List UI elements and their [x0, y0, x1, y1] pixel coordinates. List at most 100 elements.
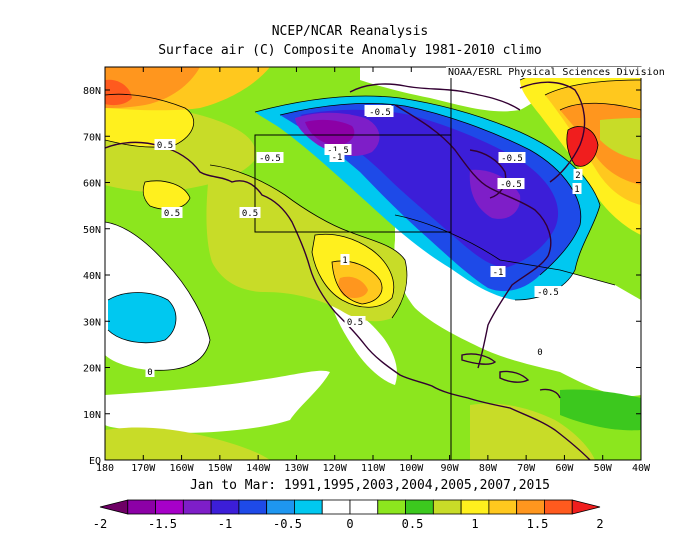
contour-label-bg [535, 346, 545, 357]
lat-tick-label: EQ [89, 456, 101, 467]
sector-boxes [254, 67, 452, 460]
colorbar-swatch [238, 499, 268, 515]
colorbar-swatch [516, 499, 545, 515]
contour-label: -1 [332, 153, 343, 163]
contour-label-bg [145, 366, 155, 377]
colorbar-swatch [182, 499, 212, 515]
colorbar-swatch [571, 499, 601, 515]
lon-tick-label: 90W [441, 463, 460, 474]
contour-label-bg [256, 152, 284, 163]
warm-region-orange-west [338, 276, 368, 298]
colorbar-swatch [460, 499, 490, 515]
lat-tick-label: 10N [83, 410, 101, 421]
warm-region-arctic-redorange [105, 79, 132, 106]
colorbar-swatch [349, 499, 379, 515]
contour-label-bg [573, 169, 583, 180]
lon-tick-label: 70W [517, 463, 536, 474]
colorbar-swatch [405, 499, 434, 515]
colorbar-swatch [127, 499, 156, 515]
cold-region-light-blue-pacific [108, 292, 176, 343]
contour-label-bg [161, 207, 183, 218]
contour-label: 0.5 [164, 209, 180, 219]
lon-tick-label: 50W [594, 463, 613, 474]
contour-lines [105, 67, 641, 371]
contour-label: 0 [537, 348, 542, 358]
lat-tick-label: 60N [83, 179, 101, 190]
contour-label-bg [340, 254, 350, 265]
map-title: NCEP/NCAR Reanalysis [271, 24, 429, 39]
contour-label: -0.5 [500, 180, 522, 190]
colorbar-swatch [294, 499, 323, 515]
contour-label: -0.5 [259, 154, 281, 164]
warm-region-sa-yellowgreen [470, 403, 595, 460]
contour-label-bg [324, 144, 352, 155]
contour-label: -1 [493, 268, 504, 278]
longitude-axis: 180 170W 160W 150W 140W 130W 120W 110W 100W 90W 80… [96, 67, 651, 474]
cold-region-purple-core [305, 119, 355, 146]
colorbar: -2 -1.5 -1 -0.5 0 0.5 1 1.5 2 [93, 499, 604, 531]
lon-tick-label: 130W [284, 463, 309, 474]
contour-label: 2 [575, 171, 580, 181]
colorbar-tick-label: -0.5 [273, 517, 302, 531]
contour-label-bg [366, 106, 394, 117]
colorbar-tick-label: 1 [471, 517, 478, 531]
contour-label: 1 [342, 256, 347, 266]
lon-tick-label: 140W [246, 463, 271, 474]
lon-tick-label: 60W [555, 463, 574, 474]
lat-tick-label: 20N [83, 364, 101, 375]
lat-tick-label: 50N [83, 225, 101, 236]
colorbar-tick-label: 0.5 [402, 517, 424, 531]
warm-region-atlantic-yellowgreen [600, 118, 641, 160]
coastlines [105, 81, 591, 460]
lon-tick-label: 170W [131, 463, 156, 474]
contour-label-bg [329, 151, 345, 162]
colorbar-tick-label: -1.5 [148, 517, 177, 531]
lon-tick-label: 110W [361, 463, 386, 474]
warm-region-bering-yellow [143, 180, 190, 210]
contour-label: 0.5 [347, 318, 363, 328]
contour-label-bg [490, 266, 506, 277]
composite-years-label: Jan to Mar: 1991,1995,2003,2004,2005,200… [189, 478, 551, 493]
colorbar-swatch [321, 499, 351, 515]
credit-label: NOAA/ESRL Physical Sciences Division [446, 67, 667, 78]
lon-tick-label: 120W [323, 463, 348, 474]
lon-tick-label: 80W [479, 463, 498, 474]
contour-label-bg [154, 139, 176, 150]
map-fields [105, 67, 641, 460]
warm-region-atlantic-green [560, 389, 641, 431]
lon-tick-label: 160W [170, 463, 195, 474]
contour-label: 1 [574, 185, 579, 195]
colorbar-swatch [432, 499, 462, 515]
colorbar-swatch [266, 499, 295, 515]
contour-label: -0.5 [369, 108, 391, 118]
colorbar-swatch [155, 499, 184, 515]
near-zero-region-central-pacific [105, 370, 330, 433]
contour-labels: -0.5-1.5-1-0.5-0.5-0.5-1-0.50.50.50.510.… [145, 105, 583, 378]
lat-tick-label: 70N [83, 132, 101, 143]
warm-region-tropical-yellowgreen [105, 427, 270, 460]
colorbar-tick-label: -1 [218, 517, 232, 531]
lon-tick-label: 180 [96, 463, 114, 474]
near-zero-region-arctic [360, 67, 560, 112]
lon-tick-label: 100W [399, 463, 424, 474]
contour-label-bg [572, 183, 582, 194]
contour-label: 0 [147, 368, 152, 378]
colorbar-swatch [488, 499, 518, 515]
colorbar-tick-label: -2 [93, 517, 107, 531]
colorbar-swatch [210, 499, 240, 515]
contour-label-bg [497, 178, 525, 189]
colorbar-tick-label: 2 [596, 517, 603, 531]
lat-tick-label: 40N [83, 271, 101, 282]
latitude-axis: 80N 70N 60N 50N 40N 30N 20N 10N EQ [83, 86, 641, 467]
map-subtitle-variable: Surface air (C) Composite Anomaly 1981-2… [158, 43, 542, 58]
colorbar-swatch [99, 499, 129, 515]
contour-label: 0.5 [157, 141, 173, 151]
contour-label-bg [534, 286, 562, 297]
contour-label-bg [498, 152, 526, 163]
contour-label-bg [344, 316, 366, 327]
contour-label: -0.5 [501, 154, 523, 164]
lon-tick-label: 40W [632, 463, 651, 474]
lon-tick-label: 150W [208, 463, 233, 474]
contour-label-bg [239, 207, 261, 218]
